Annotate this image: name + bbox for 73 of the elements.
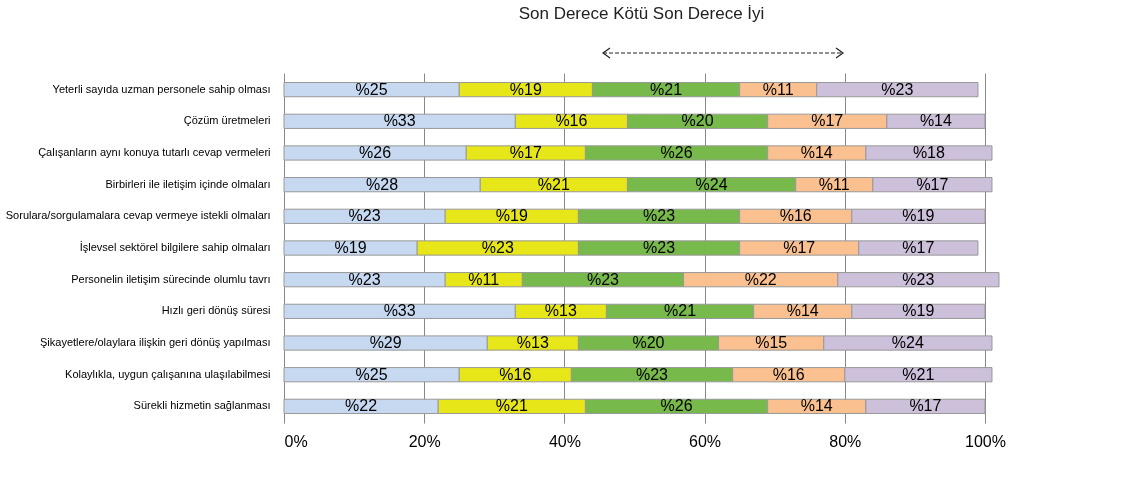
data-label: %33 xyxy=(383,302,416,320)
y-tick-label: Sorulara/sorgulamalara cevap vermeye istekli olmaları xyxy=(5,209,271,222)
data-label: %29 xyxy=(369,334,402,352)
data-label: %24 xyxy=(695,175,728,193)
data-label: %11 xyxy=(818,175,850,193)
y-tick-label: Şikayetlere/olaylara ilişkin geri dönüş yapılması xyxy=(40,336,271,349)
data-label: %17 xyxy=(811,112,844,130)
data-label: %21 xyxy=(650,80,683,98)
data-label: %26 xyxy=(359,143,392,161)
data-label: %18 xyxy=(912,143,946,161)
data-label: %11 xyxy=(468,270,500,288)
x-tick-label: 20% xyxy=(408,432,441,450)
data-label: %26 xyxy=(660,397,693,415)
data-label: %16 xyxy=(779,207,812,225)
data-label: %13 xyxy=(544,302,577,320)
data-label: %11 xyxy=(762,80,794,98)
data-label: %25 xyxy=(355,80,388,98)
data-label: %21 xyxy=(495,397,528,415)
data-label: %13 xyxy=(516,334,549,352)
data-label: %22 xyxy=(345,397,378,415)
y-tick-label: Çalışanların aynı konuya tutarlı cevap vermeleri xyxy=(38,145,271,158)
data-label: %23 xyxy=(481,239,514,256)
y-tick-label: Kolaylıkla, uygun çalışanına ulaşılabilmesi xyxy=(65,367,271,380)
x-tick-label: 60% xyxy=(689,432,722,450)
x-tick-label: 40% xyxy=(548,432,581,450)
data-label: %17 xyxy=(902,239,935,256)
data-label: %19 xyxy=(902,302,935,320)
data-label: %16 xyxy=(555,112,588,130)
data-label: %14 xyxy=(800,143,833,161)
data-label: %14 xyxy=(800,397,833,415)
data-label: %25 xyxy=(355,365,388,383)
data-label: %23 xyxy=(586,270,620,288)
x-tick-label: 0% xyxy=(284,432,308,450)
data-label: %19 xyxy=(495,207,528,225)
data-label: %24 xyxy=(891,334,924,352)
data-label: %21 xyxy=(902,365,935,383)
data-label: %16 xyxy=(499,365,532,383)
data-label: %15 xyxy=(755,334,788,352)
data-label: %22 xyxy=(744,270,777,288)
data-label: %21 xyxy=(537,175,570,193)
data-label: %28 xyxy=(366,175,399,193)
chart-title: Son Derece Kötü Son Derece İyi xyxy=(518,4,765,23)
y-tick-label: İşlevsel sektörel bilgilere sahip olmaları xyxy=(79,241,271,253)
data-label: %14 xyxy=(919,112,953,130)
data-label: %16 xyxy=(772,365,805,383)
data-label: %17 xyxy=(509,143,542,161)
data-label: %23 xyxy=(643,239,676,256)
y-tick-label: Sürekli hizmetin sağlanması xyxy=(133,399,271,412)
data-label: %26 xyxy=(660,143,693,161)
data-label: %23 xyxy=(643,207,676,225)
data-label: %23 xyxy=(636,365,669,383)
data-label: %19 xyxy=(334,239,367,256)
y-tick-label: Yeterli sayıda uzman personele sahip olması xyxy=(52,82,271,95)
data-label: %17 xyxy=(783,239,816,256)
data-label: %23 xyxy=(902,270,935,288)
y-tick-label: Çözüm üretmeleri xyxy=(183,114,271,127)
data-label: %19 xyxy=(902,207,935,225)
data-label: %23 xyxy=(348,270,381,288)
data-label: %19 xyxy=(509,80,542,98)
x-tick-label: 80% xyxy=(829,432,862,450)
data-label: %23 xyxy=(881,80,914,98)
data-label: %17 xyxy=(916,175,949,193)
data-label: %21 xyxy=(664,302,697,320)
x-tick-label: 100% xyxy=(965,432,1006,450)
data-label: %14 xyxy=(786,302,819,320)
y-tick-label: Personelin iletişim sürecinde olumlu tavrı xyxy=(71,272,271,285)
y-tick-label: Birbirleri ile iletişim içinde olmaları xyxy=(105,177,271,190)
data-label: %20 xyxy=(681,112,714,130)
data-label: %20 xyxy=(632,334,665,352)
data-label: %33 xyxy=(383,112,416,130)
data-label: %23 xyxy=(348,207,381,225)
data-label: %17 xyxy=(909,397,942,415)
y-tick-label: Hızlı geri dönüş süresi xyxy=(161,304,271,317)
